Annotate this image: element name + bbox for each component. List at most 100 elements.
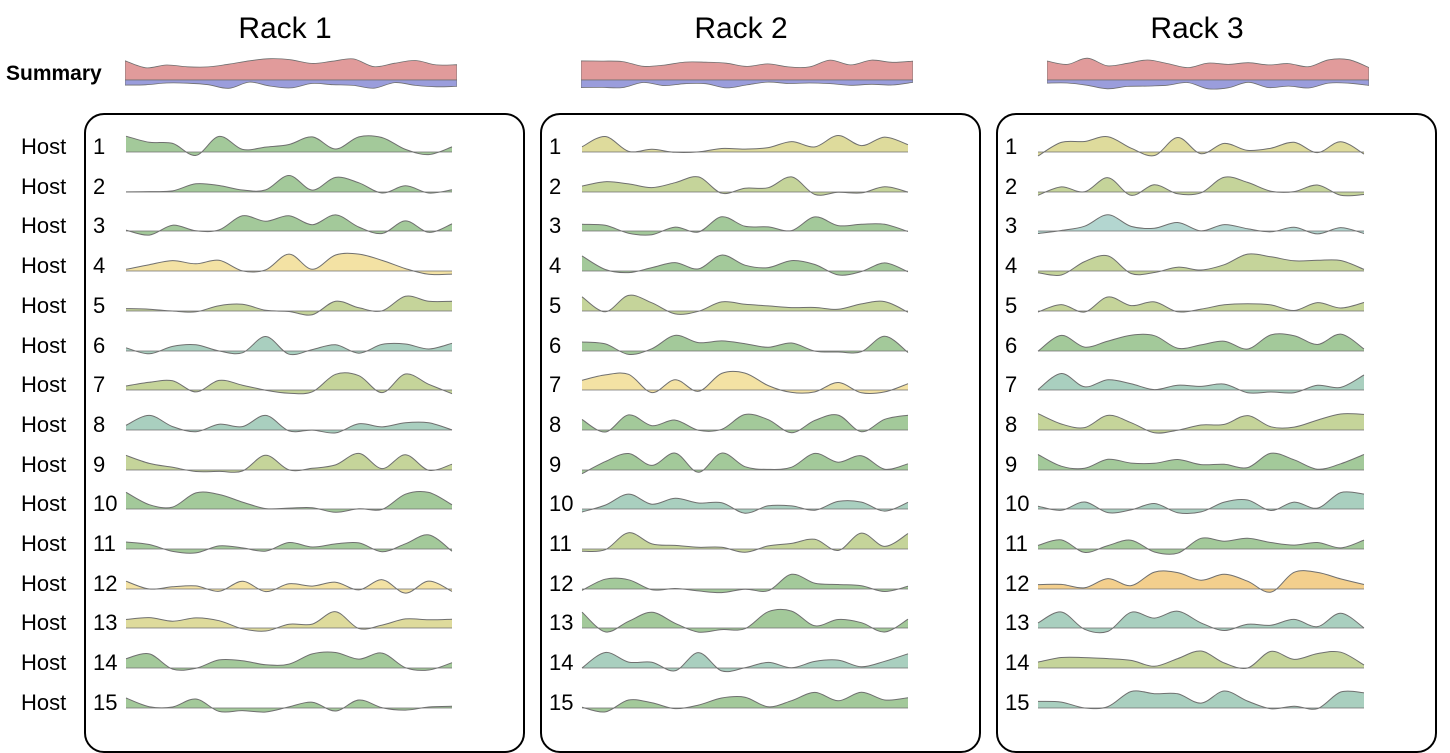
host-label: Host [21, 292, 67, 318]
host-number-rack-3: 11 [1005, 531, 1028, 556]
host-label: Host [21, 253, 67, 279]
host-number-rack-2: 12 [549, 570, 574, 596]
host-sparkline-rack-2[interactable] [581, 244, 909, 284]
host-sparkline-rack-2[interactable] [581, 522, 909, 562]
host-sparkline-rack-2[interactable] [581, 324, 909, 364]
host-number-rack-2: 14 [549, 650, 574, 676]
host-number-rack-1: 12 [93, 570, 118, 596]
host-number-rack-2: 10 [549, 491, 574, 517]
host-sparkline-rack-2[interactable] [581, 125, 909, 165]
host-sparkline-rack-3[interactable] [1037, 641, 1365, 681]
host-sparkline-rack-2[interactable] [581, 641, 909, 681]
host-sparkline-rack-1[interactable] [125, 522, 453, 562]
host-number-rack-3: 2 [1005, 173, 1018, 199]
host-label: Host [21, 213, 67, 239]
host-number-rack-1: 10 [93, 491, 118, 517]
host-sparkline-rack-3[interactable] [1037, 165, 1365, 205]
host-number-rack-2: 7 [549, 372, 562, 398]
host-number-rack-1: 5 [93, 292, 106, 318]
host-sparkline-rack-3[interactable] [1037, 204, 1365, 244]
rack-title-1: Rack 1 [238, 12, 332, 45]
host-sparkline-rack-3[interactable] [1037, 363, 1365, 403]
host-label: Host [21, 689, 67, 715]
host-sparkline-rack-2[interactable] [581, 165, 909, 205]
host-sparkline-rack-3[interactable] [1037, 125, 1365, 165]
host-sparkline-rack-2[interactable] [581, 403, 909, 443]
host-sparkline-rack-1[interactable] [125, 562, 453, 602]
host-sparkline-rack-3[interactable] [1037, 443, 1365, 483]
host-sparkline-rack-2[interactable] [581, 601, 909, 641]
host-number-rack-3: 5 [1005, 292, 1018, 318]
host-sparkline-rack-1[interactable] [125, 443, 453, 483]
host-sparkline-rack-1[interactable] [125, 681, 453, 721]
host-sparkline-rack-1[interactable] [125, 165, 453, 205]
host-sparkline-rack-1[interactable] [125, 244, 453, 284]
host-sparkline-rack-2[interactable] [581, 681, 909, 721]
host-sparkline-rack-3[interactable] [1037, 403, 1365, 443]
host-number-rack-3: 9 [1005, 451, 1018, 477]
rack-title-3: Rack 3 [1150, 12, 1244, 45]
host-number-rack-3: 3 [1005, 213, 1018, 239]
host-label: Host [21, 491, 67, 517]
host-number-rack-1: 4 [93, 253, 106, 279]
host-label: Host [21, 372, 67, 398]
host-sparkline-rack-3[interactable] [1037, 601, 1365, 641]
host-number-rack-2: 5 [549, 292, 562, 318]
host-number-rack-2: 4 [549, 253, 562, 279]
host-number-rack-1: 8 [93, 411, 106, 437]
host-number-rack-3: 7 [1005, 372, 1018, 398]
host-sparkline-rack-3[interactable] [1037, 324, 1365, 364]
host-label: Host [21, 650, 67, 676]
host-label: Host [21, 411, 67, 437]
host-number-rack-3: 12 [1005, 570, 1030, 596]
host-label: Host [21, 134, 67, 159]
summary-chart-rack-3 [1047, 57, 1369, 90]
host-sparkline-rack-3[interactable] [1037, 562, 1365, 602]
host-number-rack-2: 8 [549, 411, 562, 437]
summary-label: Summary [6, 62, 102, 85]
host-sparkline-rack-1[interactable] [125, 403, 453, 443]
host-sparkline-rack-3[interactable] [1037, 244, 1365, 284]
host-number-rack-1: 1 [93, 134, 106, 159]
host-number-rack-2: 11 [549, 531, 572, 556]
host-number-rack-1: 2 [93, 173, 106, 199]
host-sparkline-rack-1[interactable] [125, 641, 453, 681]
host-sparkline-rack-3[interactable] [1037, 522, 1365, 562]
host-number-rack-2: 1 [549, 134, 562, 159]
host-label: Host [21, 531, 67, 556]
host-sparkline-rack-1[interactable] [125, 284, 453, 324]
host-sparkline-rack-2[interactable] [581, 284, 909, 324]
host-sparkline-rack-3[interactable] [1037, 681, 1365, 721]
host-label: Host [21, 610, 67, 636]
host-number-rack-1: 7 [93, 372, 106, 398]
host-label: Host [21, 570, 67, 596]
host-sparkline-rack-3[interactable] [1037, 482, 1365, 522]
host-sparkline-rack-2[interactable] [581, 204, 909, 244]
summary-chart-rack-2 [581, 59, 913, 89]
host-sparkline-rack-2[interactable] [581, 562, 909, 602]
host-sparkline-rack-2[interactable] [581, 363, 909, 403]
rack-title-2: Rack 2 [694, 12, 788, 45]
host-sparkline-rack-2[interactable] [581, 443, 909, 483]
host-number-rack-2: 6 [549, 332, 562, 358]
host-number-rack-2: 3 [549, 213, 562, 239]
host-sparkline-rack-1[interactable] [125, 482, 453, 522]
host-label: Host [21, 451, 67, 477]
host-number-rack-3: 8 [1005, 411, 1018, 437]
host-number-rack-3: 10 [1005, 491, 1030, 517]
host-label: Host [21, 332, 67, 358]
host-number-rack-1: 11 [93, 531, 116, 556]
host-sparkline-rack-1[interactable] [125, 363, 453, 403]
host-sparkline-rack-3[interactable] [1037, 284, 1365, 324]
host-sparkline-rack-1[interactable] [125, 204, 453, 244]
host-sparkline-rack-1[interactable] [125, 601, 453, 641]
host-number-rack-1: 15 [93, 689, 118, 715]
host-number-rack-1: 3 [93, 213, 106, 239]
host-sparkline-rack-2[interactable] [581, 482, 909, 522]
host-number-rack-1: 13 [93, 610, 118, 636]
host-sparkline-rack-1[interactable] [125, 125, 453, 165]
host-label: Host [21, 173, 67, 199]
host-sparkline-rack-1[interactable] [125, 324, 453, 364]
host-number-rack-2: 2 [549, 173, 562, 199]
summary-chart-rack-1 [125, 58, 457, 89]
